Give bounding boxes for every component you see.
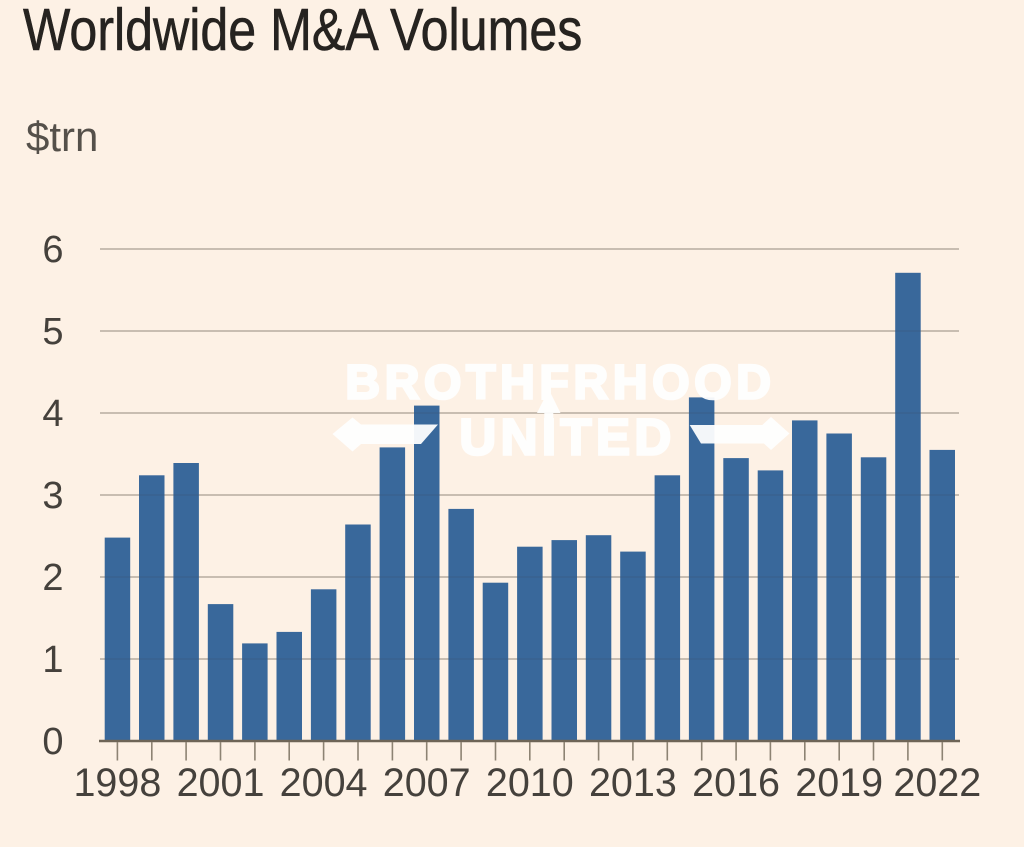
svg-text:2016: 2016	[692, 761, 780, 805]
svg-text:3: 3	[42, 475, 63, 517]
svg-text:5: 5	[42, 311, 63, 353]
svg-text:2007: 2007	[383, 761, 471, 805]
svg-text:1: 1	[42, 639, 63, 681]
svg-text:2: 2	[42, 557, 63, 599]
svg-text:2004: 2004	[280, 761, 368, 805]
svg-text:BROTHFRHOOD: BROTHFRHOOD	[345, 357, 775, 410]
svg-text:2013: 2013	[589, 761, 677, 805]
svg-text:6: 6	[42, 229, 63, 271]
svg-text:2010: 2010	[486, 761, 574, 805]
svg-text:4: 4	[42, 393, 63, 435]
svg-text:0: 0	[42, 721, 63, 763]
svg-text:2022: 2022	[893, 761, 981, 805]
svg-text:2019: 2019	[795, 761, 883, 805]
svg-text:1998: 1998	[73, 761, 161, 805]
svg-text:2001: 2001	[177, 761, 265, 805]
svg-text:UNITED: UNITED	[459, 409, 675, 466]
